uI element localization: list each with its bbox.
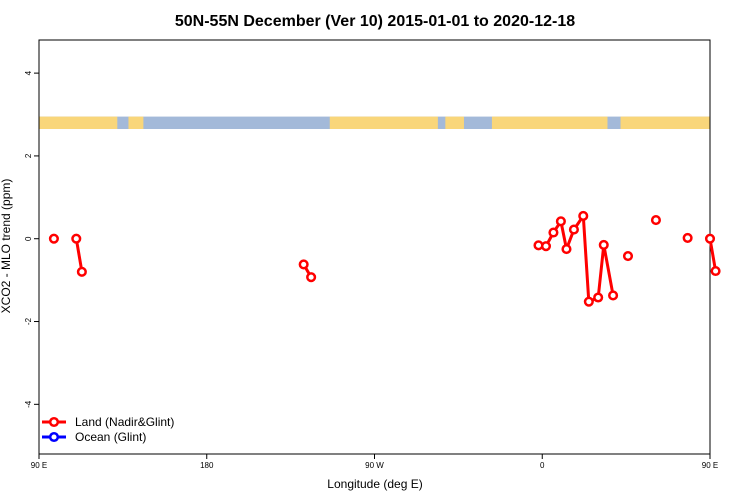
- y-tick-label: 2: [24, 153, 33, 158]
- data-point: [622, 251, 634, 262]
- data-point: [548, 227, 559, 238]
- x-axis: 90 E 180 90 W 0 90 E: [31, 454, 718, 470]
- data-point: [561, 244, 572, 255]
- data-point: [710, 265, 721, 277]
- land-band-segment: [39, 116, 118, 130]
- y-tick-label: 0: [24, 236, 33, 241]
- data-point: [704, 233, 716, 244]
- data-point: [48, 233, 59, 244]
- data-point: [71, 233, 82, 244]
- x-tick-label: 90 E: [702, 461, 718, 470]
- data-point: [76, 266, 87, 277]
- series-line: [74, 238, 84, 273]
- x-tick-label: 90 W: [365, 461, 384, 470]
- data-point: [650, 215, 661, 226]
- data-point: [578, 210, 589, 221]
- legend-label-ocean: Ocean (Glint): [75, 430, 146, 444]
- data-point: [540, 241, 552, 252]
- land-band-segment: [620, 116, 710, 130]
- land-band-segment: [445, 116, 464, 130]
- land-band-segment: [491, 116, 608, 130]
- data-point: [555, 216, 566, 227]
- y-axis-label: XCO2 - MLO trend (ppm): [0, 179, 13, 314]
- data-point: [568, 224, 579, 235]
- plot-frame: [38, 39, 711, 455]
- y-tick-label: 4: [24, 70, 33, 75]
- y-tick-label: -2: [24, 317, 33, 325]
- land-band-segment: [128, 116, 144, 130]
- x-tick-label: 180: [200, 461, 214, 470]
- series: [48, 210, 721, 307]
- legend-marker-ocean: [48, 431, 60, 443]
- legend: Land (Nadir&Glint) Ocean (Glint): [42, 415, 174, 444]
- land-ocean-band: [39, 116, 710, 130]
- x-tick-label: 0: [540, 461, 545, 470]
- legend-label-land: Land (Nadir&Glint): [75, 415, 174, 429]
- data-point: [306, 272, 317, 283]
- data-point: [598, 239, 609, 250]
- data-point: [682, 232, 693, 243]
- x-tick-label: 90 E: [31, 461, 47, 470]
- chart-title: 50N-55N December (Ver 10) 2015-01-01 to …: [175, 13, 575, 30]
- data-point: [593, 292, 604, 303]
- data-point: [608, 290, 619, 301]
- data-point: [583, 296, 594, 307]
- data-point: [298, 259, 309, 270]
- legend-marker-land: [48, 416, 60, 428]
- x-axis-label: Longitude (deg E): [327, 477, 422, 491]
- y-axis: -4 -2 0 2 4: [24, 70, 39, 408]
- series-line: [708, 238, 718, 272]
- land-band-segment: [329, 116, 438, 130]
- y-tick-label: -4: [24, 400, 33, 408]
